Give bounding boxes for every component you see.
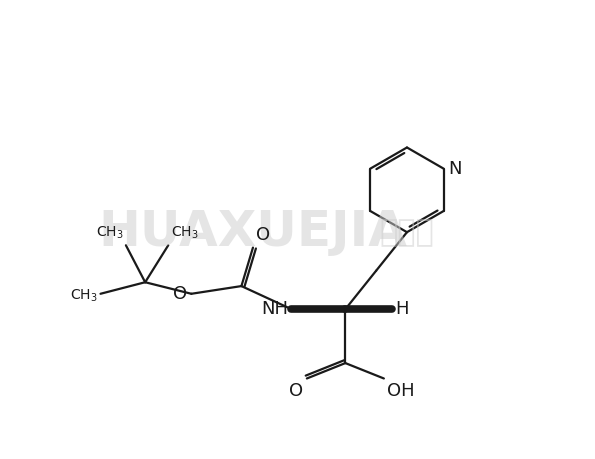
Text: O: O: [256, 226, 270, 244]
Text: CH$_3$: CH$_3$: [171, 225, 198, 241]
Text: NH: NH: [261, 300, 289, 318]
Text: HUAXUEJIA: HUAXUEJIA: [98, 208, 408, 256]
Text: O: O: [289, 382, 303, 400]
Text: N: N: [448, 160, 462, 178]
Text: CH$_3$: CH$_3$: [96, 225, 124, 241]
Text: 化学加: 化学加: [380, 218, 434, 246]
Text: OH: OH: [387, 382, 415, 400]
Text: H: H: [396, 300, 409, 318]
Text: O: O: [173, 285, 187, 303]
Text: CH$_3$: CH$_3$: [70, 287, 98, 303]
